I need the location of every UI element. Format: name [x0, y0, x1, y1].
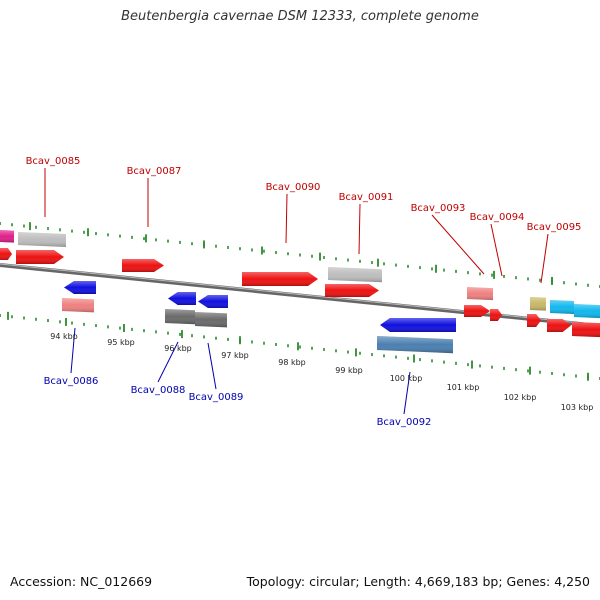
gene-label-bottom: Bcav_0088 [131, 385, 186, 396]
leader-line [358, 203, 361, 255]
gene-arrow-red-right-b [572, 322, 600, 338]
gene-arrow-steel-0092 [377, 336, 453, 354]
gene-arrow-blue-0086 [64, 281, 96, 294]
gene-features [0, 230, 600, 354]
scale-label: 100 kbp [390, 374, 423, 383]
gene-arrow-red-0085 [16, 250, 64, 264]
gene-label-top: Bcav_0093 [411, 203, 466, 214]
scale-labels: 94 kbp 95 kbp 96 kbp 97 kbp 98 kbp 99 kbp 100 … [50, 332, 593, 412]
accession-text: Accession: NC_012669 [10, 574, 153, 589]
gene-arrow-red-right-a [547, 319, 571, 332]
gene-arrow-red-0093 [464, 305, 490, 317]
scale-label: 101 kbp [447, 383, 480, 392]
gene-label-top: Bcav_0091 [339, 192, 394, 203]
label-leader-lines [44, 168, 549, 415]
scale-label: 95 kbp [107, 338, 135, 347]
map-title: Beutenbergia cavernae DSM 12333, complet… [121, 9, 479, 24]
leader-line [70, 327, 76, 374]
gene-arrow-red-0087 [122, 259, 164, 272]
gene-arrow-grey-0091 [328, 267, 382, 283]
scale-label: 98 kbp [278, 358, 306, 367]
gene-arrow-red-0090 [242, 272, 318, 286]
scale-label: 99 kbp [335, 366, 363, 375]
gene-arrow-khaki-0095 [530, 297, 546, 311]
gene-label-bottom: Bcav_0092 [377, 417, 432, 428]
tick-marks [0, 222, 600, 381]
gene-label-top: Bcav_0085 [26, 156, 81, 167]
gene-arrow-cyan-a [550, 300, 574, 315]
gene-arrow-blue-0088 [168, 292, 196, 305]
topology-text: Topology: circular; Length: 4,669,183 bp… [246, 574, 590, 589]
gene-arrow-pink-0086 [62, 298, 94, 313]
leader-line [285, 193, 288, 244]
scale-label: 103 kbp [561, 403, 594, 412]
leader-line [490, 223, 503, 277]
gene-arrow-grey-top-0085 [18, 232, 66, 248]
gene-arrow-red-left-edge [0, 248, 12, 260]
gene-label-top: Bcav_0087 [127, 166, 182, 177]
gene-arrow-cyan-b [574, 304, 600, 319]
gene-arrow-darkgrey-0089 [195, 312, 227, 328]
gene-label-bottom: Bcav_0086 [44, 376, 99, 387]
gene-arrow-darkgrey-0088 [165, 309, 195, 325]
leader-line [403, 371, 411, 415]
gene-arrow-blue-0089 [198, 295, 228, 308]
leader-line [207, 342, 217, 390]
gene-label-top: Bcav_0095 [527, 222, 582, 233]
scale-label: 97 kbp [221, 351, 249, 360]
gene-arrow-red-0091 [325, 284, 379, 297]
gene-arrow-pink-0093 [467, 287, 493, 301]
gene-labels: Bcav_0085 Bcav_0087 Bcav_0090 Bcav_0091 Bcav… [26, 156, 582, 428]
gene-label-bottom: Bcav_0089 [189, 392, 244, 403]
leader-line [157, 341, 179, 383]
leader-line [431, 214, 485, 275]
gene-arrow-red-0095 [527, 314, 541, 327]
gene-arrow-blue-0092 [380, 318, 456, 332]
scale-label: 94 kbp [50, 332, 78, 341]
scale-label: 102 kbp [504, 393, 537, 402]
gene-arrow-red-0094 [490, 309, 502, 321]
gene-label-top: Bcav_0090 [266, 182, 321, 193]
leader-line [540, 233, 549, 284]
gene-arrow-pink-top-left [0, 230, 14, 243]
scale-label: 96 kbp [164, 344, 192, 353]
gene-label-top: Bcav_0094 [470, 212, 525, 223]
